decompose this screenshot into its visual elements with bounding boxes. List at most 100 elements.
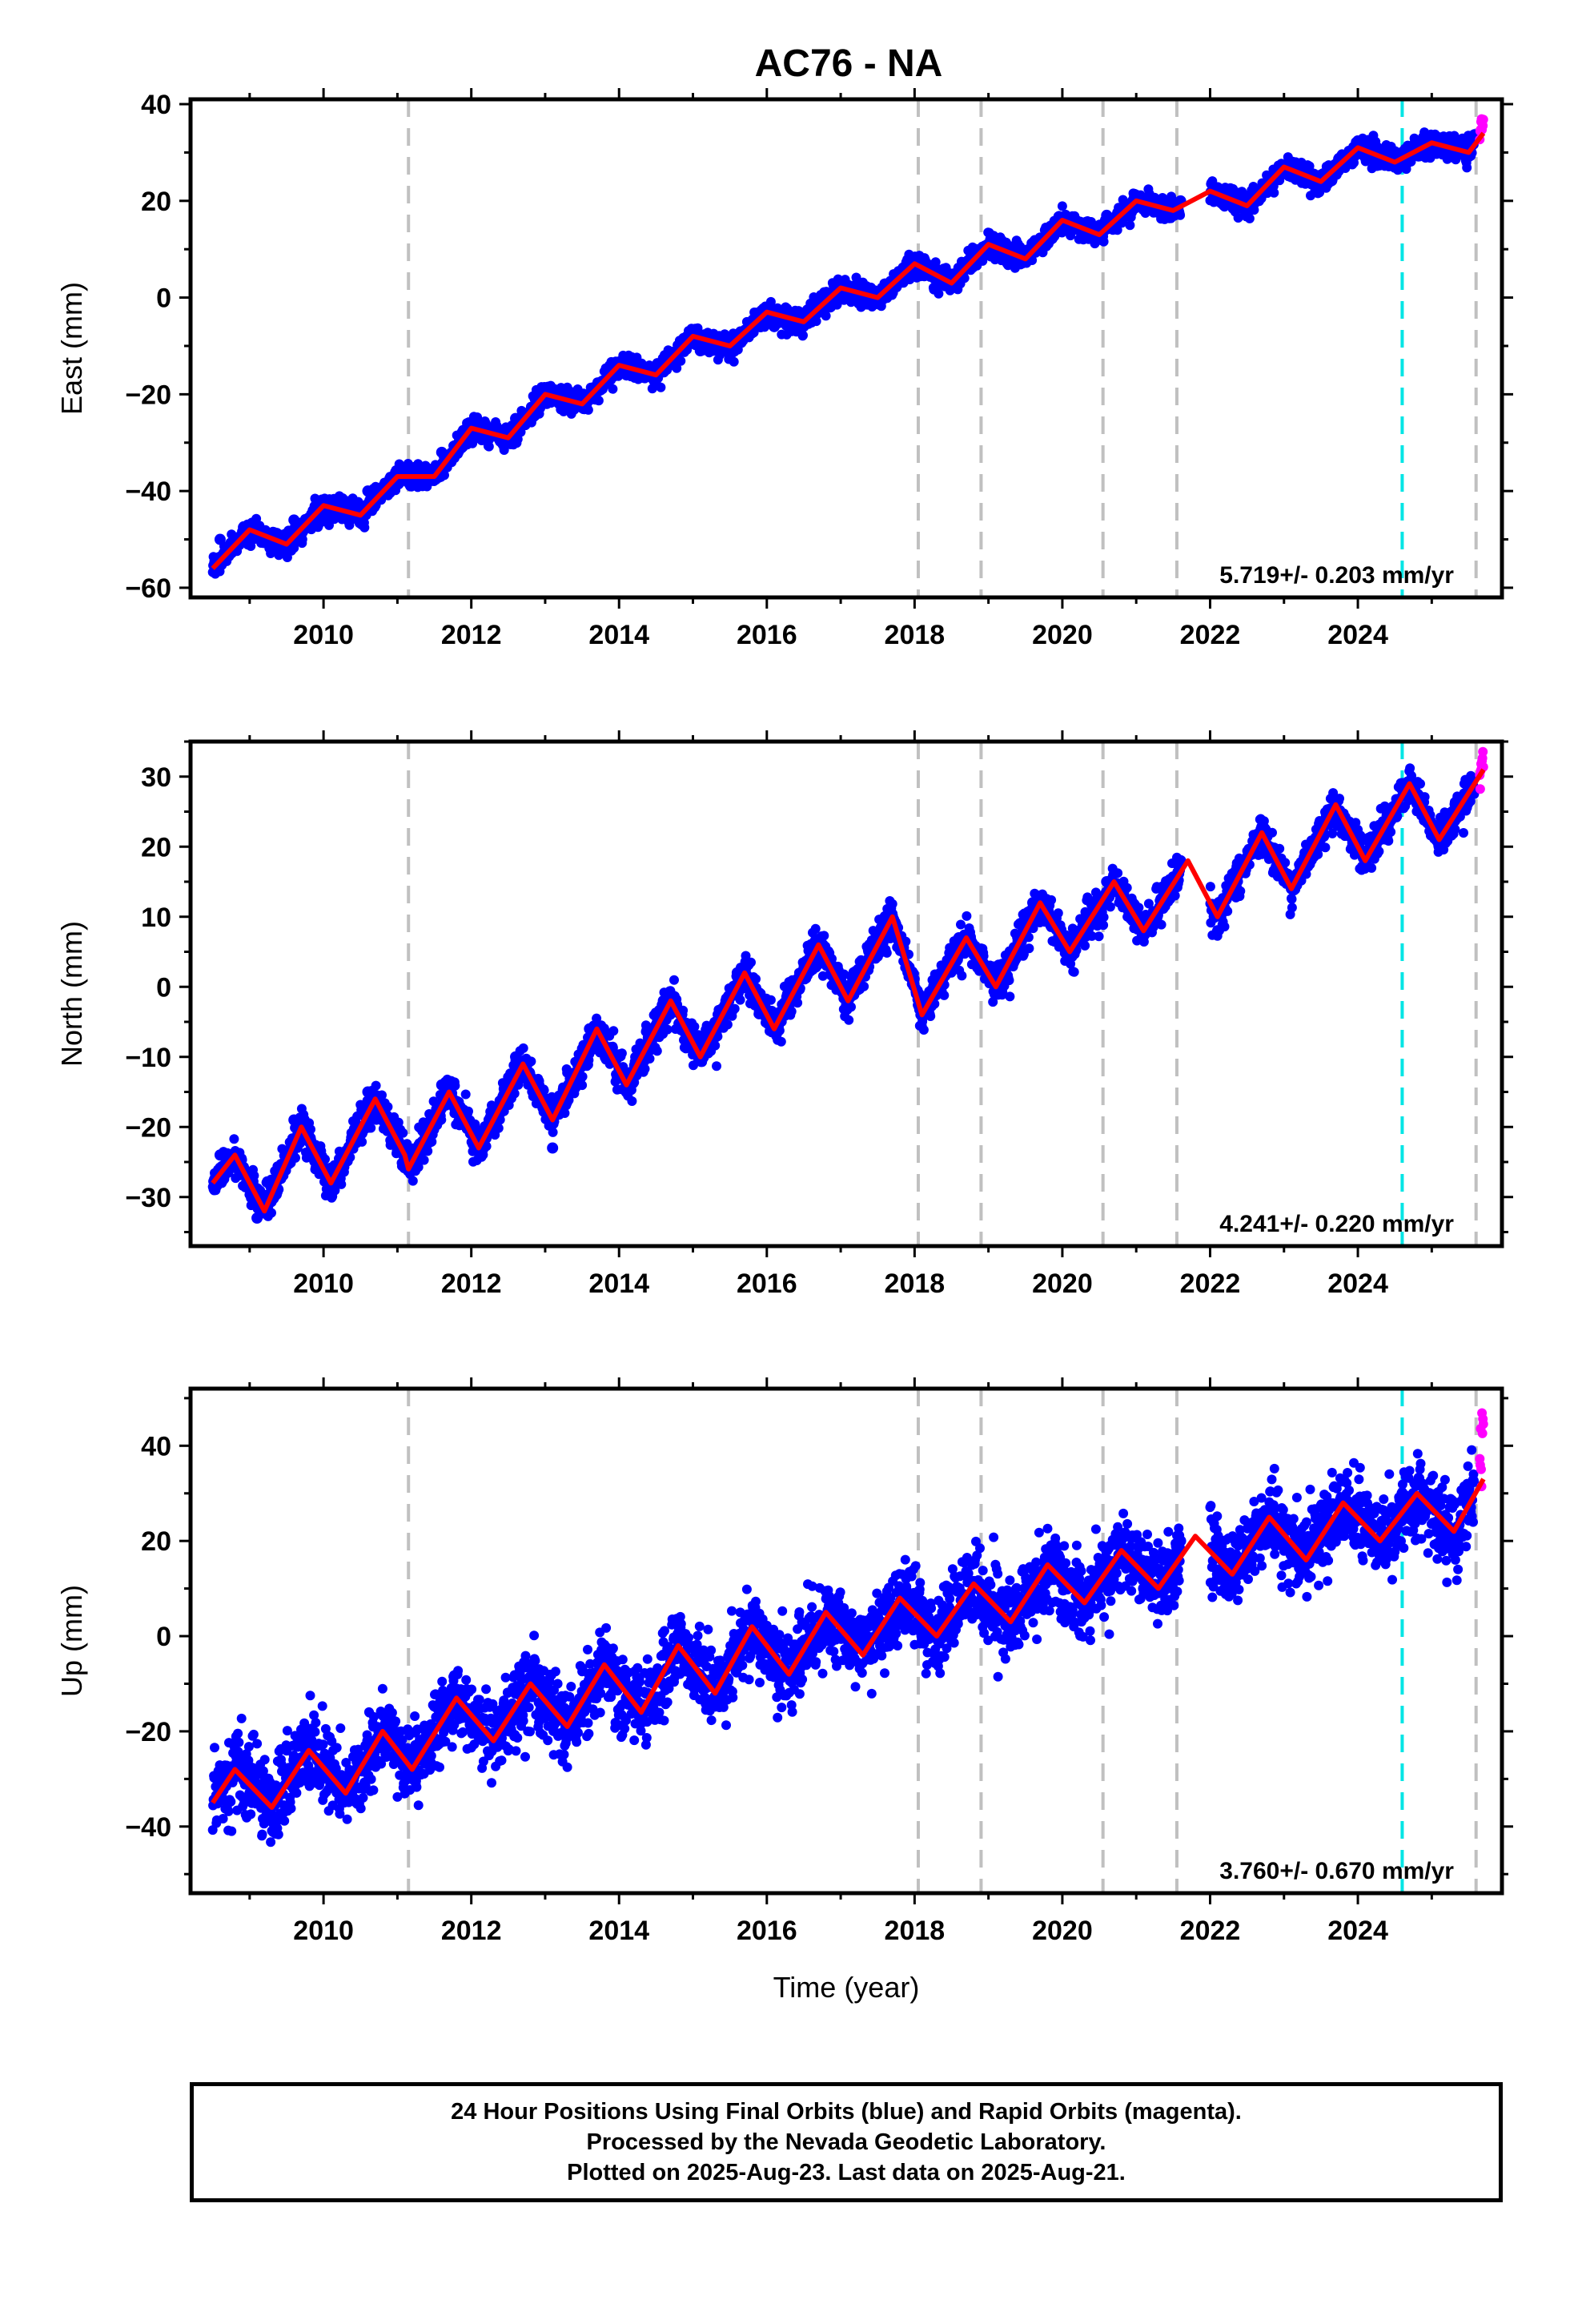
east-panel: 2010 2012 2014 2016 2018 2020 2022 2024−60−40−2… (55, 88, 1513, 650)
final-orbit-point (735, 995, 745, 1005)
plot-area (207, 99, 1488, 597)
final-orbit-point (383, 1102, 393, 1112)
plot-area (207, 742, 1488, 1246)
final-orbit-point (371, 1080, 381, 1091)
final-orbit-point (306, 1124, 315, 1135)
final-orbits-cloud (207, 127, 1480, 579)
final-orbit-point (366, 1123, 376, 1133)
model-fit-line (211, 131, 1486, 570)
x-tick-label: 2010 (293, 620, 354, 650)
rapid-orbit-point (1478, 115, 1488, 125)
final-orbit-point (1086, 217, 1096, 227)
y-tick-label: −60 (125, 573, 171, 604)
final-orbit-point (577, 1080, 588, 1091)
final-orbit-point (436, 1115, 447, 1125)
final-orbit-point (1433, 147, 1445, 159)
y-tick-label: −20 (125, 380, 171, 410)
final-orbit-point (548, 1127, 558, 1137)
final-orbit-point (593, 396, 604, 406)
final-orbit-point (464, 1106, 473, 1116)
figure-title: AC76 - NA (755, 42, 943, 85)
final-orbit-point (398, 1128, 408, 1138)
final-orbit-point (627, 1096, 637, 1106)
final-orbit-point (662, 1024, 673, 1035)
final-orbit-point (729, 1003, 740, 1014)
final-orbit-point (694, 345, 706, 357)
x-tick-label: 2014 (588, 620, 649, 650)
final-orbit-point (509, 1088, 520, 1099)
final-orbit-point (669, 975, 679, 985)
final-orbit-point (413, 1162, 424, 1172)
final-orbit-point (693, 323, 703, 333)
final-orbit-point (564, 1095, 574, 1105)
final-orbit-point (539, 1085, 549, 1096)
final-orbit-point (289, 543, 299, 553)
final-orbit-point (713, 1031, 723, 1042)
final-orbit-point (450, 1080, 460, 1091)
plot-frame (188, 97, 1504, 600)
final-orbit-point (678, 1005, 689, 1015)
y-axis-label: East (mm) (55, 282, 88, 415)
rapid-orbits-series (1475, 114, 1488, 145)
y-tick-label: 20 (141, 187, 171, 217)
x-tick-label: 2022 (1180, 620, 1241, 650)
final-orbit-point (712, 1061, 721, 1072)
final-orbit-point (460, 1089, 471, 1100)
final-orbit-point (934, 288, 944, 299)
y-tick-label: −40 (125, 476, 171, 507)
final-orbit-point (359, 522, 370, 533)
final-orbit-point (560, 1108, 570, 1118)
x-tick-label: 2020 (1032, 620, 1093, 650)
final-orbit-point (362, 485, 374, 497)
north-panel: 2010 2012 2014 2016 2018 2020 2022 2024−30−20−1… (55, 730, 1513, 1299)
final-orbit-point (484, 441, 494, 452)
final-orbit-point (440, 470, 449, 480)
final-orbit-point (510, 412, 522, 424)
y-tick-label: 0 (156, 283, 171, 314)
final-orbit-point (314, 520, 324, 530)
x-tick-label: 2012 (441, 620, 502, 650)
final-orbit-point (427, 1136, 437, 1147)
final-orbit-point (249, 1171, 259, 1180)
final-orbit-point (672, 363, 682, 373)
final-orbit-point (377, 1090, 387, 1100)
final-orbit-point (1211, 195, 1223, 207)
final-orbit-point (798, 330, 808, 340)
final-orbit-point (577, 1072, 588, 1082)
final-orbit-point (1125, 220, 1135, 231)
final-orbit-point (408, 1176, 418, 1186)
final-orbit-point (288, 514, 300, 526)
final-orbit-point (320, 1154, 330, 1164)
final-orbit-point (746, 957, 756, 967)
final-orbit-point (214, 533, 226, 545)
final-orbit-point (1098, 236, 1109, 247)
final-orbit-point (436, 446, 448, 458)
final-orbit-point (689, 1022, 700, 1031)
final-orbit-point (357, 1136, 367, 1147)
final-orbit-point (741, 951, 751, 961)
final-orbit-point (616, 1048, 627, 1059)
x-tick-label: 2024 (1327, 620, 1388, 650)
y-tick-label: 40 (141, 90, 171, 120)
x-tick-label: 2018 (885, 620, 946, 650)
final-orbit-point (620, 369, 632, 381)
final-orbit-point (1244, 213, 1255, 223)
final-orbit-point (583, 404, 593, 415)
final-orbit-point (765, 995, 776, 1005)
final-orbit-point (644, 1054, 655, 1063)
final-orbit-point (1112, 225, 1122, 235)
final-orbit-point (851, 272, 861, 283)
final-orbit-point (518, 1043, 528, 1053)
final-orbit-point (1057, 201, 1067, 211)
final-orbit-point (229, 1134, 239, 1144)
final-orbit-point (1285, 171, 1297, 183)
final-orbit-point (608, 1043, 618, 1053)
final-orbit-point (336, 1179, 347, 1189)
final-orbit-point (291, 1152, 300, 1163)
final-orbit-point (1175, 210, 1186, 220)
final-orbit-point (640, 1063, 650, 1074)
final-orbit-point (1269, 187, 1279, 198)
final-orbit-point (821, 311, 831, 321)
final-orbit-point (959, 273, 970, 283)
